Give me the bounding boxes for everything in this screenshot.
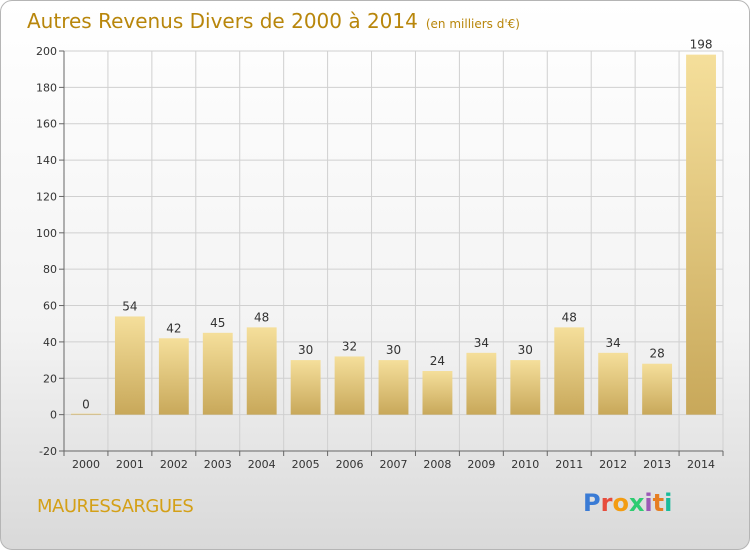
x-tick-label: 2011 bbox=[555, 458, 583, 471]
x-tick-label: 2013 bbox=[643, 458, 671, 471]
x-tick-label: 2000 bbox=[72, 458, 100, 471]
y-tick-label: 140 bbox=[36, 154, 57, 167]
place-name: MAURESSARGUES bbox=[37, 496, 194, 517]
x-tick-label: 2014 bbox=[687, 458, 715, 471]
value-label: 34 bbox=[606, 336, 621, 350]
value-label: 54 bbox=[122, 299, 137, 313]
x-tick-label: 2002 bbox=[160, 458, 188, 471]
proxiti-logo[interactable]: Proxiti bbox=[583, 489, 672, 517]
axes bbox=[59, 50, 724, 456]
x-tick-label: 2005 bbox=[292, 458, 320, 471]
value-label: 28 bbox=[649, 347, 664, 361]
x-tick-label: 2001 bbox=[116, 458, 144, 471]
bar bbox=[114, 316, 145, 415]
bar bbox=[71, 413, 101, 415]
x-tick-label: 2008 bbox=[423, 458, 451, 471]
x-tick-label: 2003 bbox=[204, 458, 232, 471]
bar bbox=[642, 363, 673, 415]
chart-title: Autres Revenus Divers de 2000 à 2014 (en … bbox=[27, 9, 520, 33]
logo-letter: t bbox=[652, 489, 665, 517]
value-label: 42 bbox=[166, 321, 181, 335]
value-label: 48 bbox=[562, 310, 577, 324]
value-label: 0 bbox=[82, 398, 90, 412]
y-tick-label: 180 bbox=[36, 81, 57, 94]
x-tick-label: 2004 bbox=[248, 458, 276, 471]
bars bbox=[71, 54, 716, 415]
tick-labels: -20 0 20 40 60 80 100 120 140 160 180 200 2000 2001 20… bbox=[36, 45, 715, 471]
value-label: 34 bbox=[474, 336, 489, 350]
y-tick-label: 100 bbox=[36, 227, 57, 240]
value-label: 198 bbox=[690, 38, 713, 52]
chart-title-main: Autres Revenus Divers de 2000 à 2014 bbox=[27, 9, 418, 33]
logo-letter: x bbox=[628, 489, 645, 517]
logo-letter: o bbox=[612, 489, 629, 517]
logo-letter: P bbox=[583, 489, 601, 517]
bar bbox=[554, 327, 585, 415]
bar bbox=[378, 360, 409, 415]
y-tick-label: 160 bbox=[36, 118, 57, 131]
logo-letter: r bbox=[600, 489, 613, 517]
y-tick-label: 0 bbox=[50, 409, 57, 422]
value-label: 48 bbox=[254, 310, 269, 324]
bar bbox=[158, 338, 189, 415]
bar bbox=[686, 54, 716, 415]
bar bbox=[422, 371, 453, 415]
value-label: 32 bbox=[342, 339, 357, 353]
bar bbox=[290, 360, 321, 415]
value-label: 30 bbox=[298, 343, 313, 357]
chart-title-unit: (en milliers d'€) bbox=[425, 17, 520, 31]
x-tick-label: 2006 bbox=[336, 458, 364, 471]
x-tick-label: 2010 bbox=[511, 458, 539, 471]
bar bbox=[202, 332, 233, 415]
bar bbox=[466, 352, 497, 415]
value-labels: 0 54 42 45 48 30 32 30 24 34 30 48 34 28 198 bbox=[82, 38, 712, 412]
logo-letter: i bbox=[644, 489, 653, 517]
x-tick-label: 2009 bbox=[467, 458, 495, 471]
value-label: 45 bbox=[210, 316, 225, 330]
bar bbox=[598, 352, 629, 415]
y-tick-label: -20 bbox=[39, 445, 57, 458]
bar bbox=[510, 360, 541, 415]
bar bbox=[334, 356, 365, 415]
bar bbox=[246, 327, 277, 415]
y-tick-label: 60 bbox=[43, 300, 57, 313]
x-tick-label: 2007 bbox=[380, 458, 408, 471]
y-tick-label: 200 bbox=[36, 45, 57, 58]
y-tick-label: 120 bbox=[36, 190, 57, 203]
y-tick-label: 20 bbox=[43, 372, 57, 385]
y-tick-label: 80 bbox=[43, 263, 57, 276]
value-label: 30 bbox=[386, 343, 401, 357]
y-tick-label: 40 bbox=[43, 336, 57, 349]
value-label: 30 bbox=[518, 343, 533, 357]
logo-letter: i bbox=[664, 489, 673, 517]
value-label: 24 bbox=[430, 354, 445, 368]
x-tick-label: 2012 bbox=[599, 458, 627, 471]
